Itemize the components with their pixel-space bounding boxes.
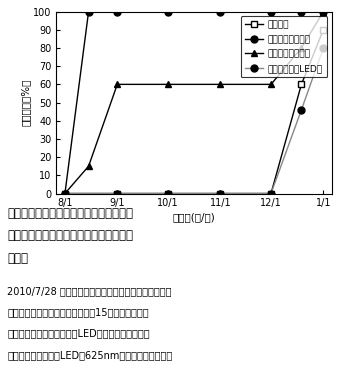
自然日長	[218, 191, 222, 196]
間欠光（白熱灯）	[115, 82, 119, 87]
自然日長	[321, 27, 325, 32]
Text: の条件は図２と同じで赤色LEDは白熱灯の代わりに: の条件は図２と同じで赤色LEDは白熱灯の代わりに	[7, 329, 150, 339]
連続光（赤色LED）	[321, 46, 325, 50]
自然日長	[269, 191, 273, 196]
間欠光（白熱灯）	[269, 82, 273, 87]
Text: 図３　定植前長日処理の方法が定植後の: 図３ 定植前長日処理の方法が定植後の	[7, 207, 133, 220]
連続光（白熱灯）	[321, 9, 325, 14]
連続光（赤色LED）	[269, 191, 273, 196]
Line: 連続光（白熱灯）: 連続光（白熱灯）	[61, 8, 327, 197]
連続光（赤色LED）	[218, 191, 222, 196]
連続光（白熱灯）	[269, 9, 273, 14]
間欠光（白熱灯）	[321, 9, 325, 14]
連続光（白熱灯）	[63, 191, 67, 196]
自然日長	[166, 191, 170, 196]
自然日長	[115, 191, 119, 196]
Text: 光は終夜、間欠光は１時間につき15分点灯　白熱灯: 光は終夜、間欠光は１時間につき15分点灯 白熱灯	[7, 307, 149, 317]
自然日長	[299, 82, 304, 87]
Text: す影響: す影響	[7, 252, 28, 265]
連続光（白熱灯）	[115, 9, 119, 14]
Line: 間欠光（白熱灯）: 間欠光（白熱灯）	[61, 8, 327, 197]
連続光（赤色LED）	[115, 191, 119, 196]
Y-axis label: 出蕾株率（%）: 出蕾株率（%）	[20, 79, 30, 126]
連続光（赤色LED）	[166, 191, 170, 196]
自然日長	[63, 191, 67, 196]
間欠光（白熱灯）	[218, 82, 222, 87]
Line: 自然日長: 自然日長	[61, 26, 327, 197]
Line: 連続光（赤色LED）: 連続光（赤色LED）	[61, 45, 327, 197]
間欠光（白熱灯）	[299, 46, 304, 50]
X-axis label: 調査日(月/日): 調査日(月/日)	[173, 212, 216, 223]
連続光（白熱灯）	[166, 9, 170, 14]
間欠光（白熱灯）	[166, 82, 170, 87]
Text: 2010/7/28 定植　長日処理期間は定植前３週間　連続: 2010/7/28 定植 長日処理期間は定植前３週間 連続	[7, 286, 172, 296]
Legend: 自然日長, 連続光（白熱灯）, 間欠光（白熱灯）, 連続光（赤色LED）: 自然日長, 連続光（白熱灯）, 間欠光（白熱灯）, 連続光（赤色LED）	[241, 16, 327, 77]
連続光（赤色LED）	[63, 191, 67, 196]
連続光（白熱灯）	[299, 9, 304, 14]
連続光（白熱灯）	[218, 9, 222, 14]
間欠光（白熱灯）	[86, 164, 91, 169]
Text: 「なつあかり」当年苗の出蕾株率に及ぼ: 「なつあかり」当年苗の出蕾株率に及ぼ	[7, 229, 133, 243]
間欠光（白熱灯）	[63, 191, 67, 196]
連続光（赤色LED）	[299, 108, 304, 112]
連続光（白熱灯）	[86, 9, 91, 14]
Text: 市販の電照用赤色　LED（625nm、神農流通）を使用: 市販の電照用赤色 LED（625nm、神農流通）を使用	[7, 350, 172, 360]
